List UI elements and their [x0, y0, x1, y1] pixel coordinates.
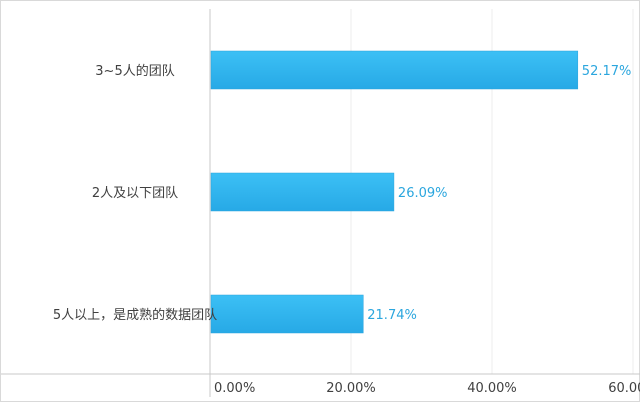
data-label: 21.74% — [367, 308, 417, 323]
category-label: 3~5人的团队 — [95, 63, 174, 79]
x-tick-label: 0.00% — [214, 381, 255, 396]
data-label: 52.17% — [582, 64, 632, 79]
x-tick-label: 40.00% — [467, 381, 517, 396]
x-tick-label: 20.00% — [326, 381, 376, 396]
x-tick-label: 60.00% — [608, 381, 640, 396]
bar — [210, 172, 395, 212]
label-layer: 3~5人的团队 52.17% 2人及以下团队 26.09% 5人以上，是成熟的数据团队 2… — [53, 63, 632, 323]
bar — [210, 50, 579, 90]
category-label: 2人及以下团队 — [92, 186, 178, 201]
axis-layer: 0.00% 20.00% 40.00% 60.00% — [1, 9, 640, 397]
bar-layer — [210, 50, 579, 334]
data-label: 26.09% — [398, 186, 448, 201]
category-label: 5人以上，是成熟的数据团队 — [53, 307, 217, 323]
bar — [210, 294, 364, 334]
